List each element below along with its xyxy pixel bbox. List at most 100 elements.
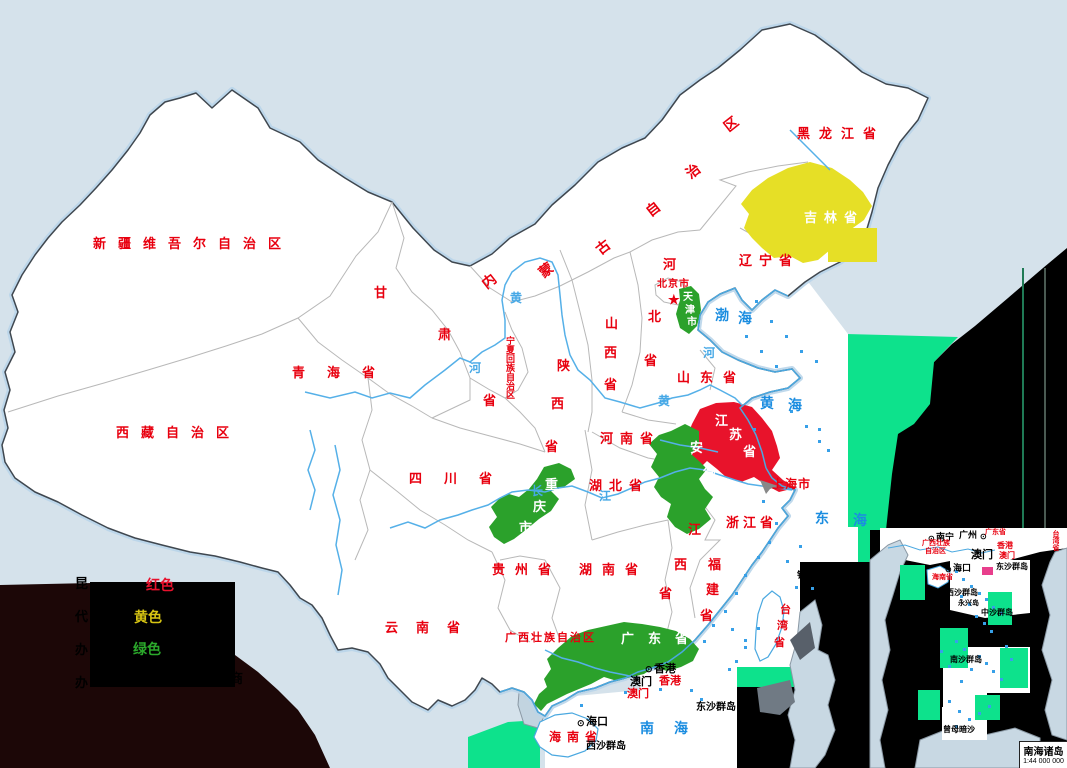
inset-label-guangxi-1: 广西壮族 (922, 540, 950, 547)
inset-label-xisha: 西沙群岛 (946, 588, 978, 597)
legend-green-label: 绿色 (133, 641, 161, 657)
label-beijing: 北京市 (657, 279, 690, 290)
label-macau-red: 澳门 (627, 688, 649, 700)
label-chiwei: 赤尾屿 (839, 568, 867, 578)
label-fujian-1: 福 (708, 557, 722, 572)
label-fujian-3: 省 (700, 608, 714, 623)
legend-yellow-label: 黄色 (134, 609, 162, 625)
south-china-sea-inset (869, 528, 1067, 768)
inset-top-white (880, 528, 1067, 565)
label-yunnan: 云南省 (385, 620, 479, 635)
green-patch-bottom (468, 720, 540, 768)
label-jiangsu-2: 苏 (729, 427, 743, 442)
label-bohai-1: 渤 (715, 307, 729, 323)
label-heilongjiang: 黑龙江省 (797, 126, 886, 141)
label-huanghai-2: 海 (788, 397, 802, 413)
rivers (304, 129, 831, 679)
province-chongqing-fill (489, 463, 575, 544)
inset-guangzhou-ring-icon: ⊙ (980, 532, 987, 541)
inset-haikou-ring-icon: ⊙ (945, 565, 952, 574)
inset-scale-title: 南海诸岛 (1023, 747, 1064, 758)
inset-label-yongxing: 永兴岛 (958, 600, 979, 607)
label-changjiang-2: 江 (599, 489, 612, 503)
beijing-star-icon: ★ (668, 292, 680, 307)
label-huanghe-1: 黄 (510, 291, 523, 305)
legend-row2-fragment: 代 (75, 609, 89, 624)
inset-label-hongkong: 香港 (997, 541, 1013, 550)
inset-label-nanning: 南宁 (936, 532, 955, 542)
label-anhui-1: 安 (690, 440, 704, 455)
label-tianjin-2: 津 (685, 305, 695, 316)
label-zhejiang: 浙江省 (726, 515, 778, 530)
label-shanghai: 上海市 (772, 477, 812, 491)
label-hubei: 湖北省 (589, 478, 650, 493)
province-jiangsu-fill (687, 402, 795, 492)
label-hongkong-black: 香港 (654, 663, 676, 675)
label-changjiang-1: 长 (531, 484, 544, 498)
inset-island-dots (940, 570, 1013, 728)
label-huanghe-2: 河 (469, 361, 482, 375)
label-hebei-1: 河 (663, 257, 677, 272)
black-region-right (866, 248, 1067, 768)
label-jiangxi-1: 江 (688, 522, 702, 537)
label-taiwan-2: 湾 (777, 620, 788, 632)
inset-label-dongsha: 东沙群岛 (996, 562, 1028, 571)
inset-pink-patch (982, 567, 993, 575)
label-anhui-3: 省 (713, 490, 727, 505)
blue-coastlines (499, 287, 802, 717)
label-anhui-2: 徽 (703, 467, 717, 482)
legend-row4-fragment-right: 商 (230, 671, 244, 686)
green-line-1 (1022, 268, 1024, 530)
taiwan-island (754, 590, 785, 662)
label-xinjiang: 新疆维吾尔自治区 (93, 236, 294, 251)
inset-label-zhongsha: 中沙群岛 (981, 608, 1013, 617)
inset-label-macau-black: 澳门 (971, 549, 993, 561)
inset-label-hainan: 海南省 (932, 574, 953, 581)
inset-nanning-ring-icon: ⊙ (928, 534, 935, 543)
inset-label-haikou: 海口 (953, 563, 972, 573)
haikou-ring-icon: ⊙ (577, 718, 585, 728)
label-ningxia: 宁夏回族自治区 (505, 336, 515, 399)
hainan-island (533, 712, 599, 758)
label-chongqing-2: 庆 (533, 499, 547, 514)
inset-scale-box: 南海诸岛 1:44 000 000 (1019, 741, 1067, 768)
label-shanxi-3: 省 (604, 377, 618, 392)
label-fujian-2: 建 (706, 582, 720, 597)
label-huanghai-1: 黄 (760, 395, 774, 411)
province-guangdong-fill (534, 622, 699, 711)
label-guizhou: 贵州省 (492, 562, 562, 577)
label-shanxi-2: 西 (604, 345, 618, 360)
shanghai-arrow (760, 480, 778, 494)
label-bohai-2: 海 (738, 310, 752, 326)
label-shaanxi-1: 陕 (557, 358, 571, 373)
inset-label-guangxi-2: 自治区 (925, 548, 946, 555)
label-gansu-2: 肃 (438, 327, 452, 342)
label-sichuan: 四川省 (409, 471, 515, 486)
label-hebei-3: 省 (644, 353, 658, 368)
label-jilin: 吉林省 (804, 210, 865, 225)
inset-scale-value: 1:44 000 000 (1023, 758, 1064, 765)
label-gansu-1: 甘 (374, 285, 388, 300)
province-anhui-fill (649, 424, 713, 534)
label-shandong: 山东省 (677, 370, 747, 385)
legend-row1-fragment: 昆 (75, 576, 89, 591)
label-hainan: 海南省 (549, 730, 604, 744)
label-guangdong: 广东省 (621, 631, 703, 646)
label-jiangsu-3: 省 (743, 444, 757, 459)
label-hebei-2: 北 (648, 309, 662, 324)
inset-coastline (887, 544, 996, 554)
label-liaoning: 辽宁省 (739, 253, 800, 268)
label-huanghe-4: 河 (703, 346, 716, 360)
green-line-2 (1044, 268, 1046, 530)
inset-label-taiwan: 台湾省 (1052, 530, 1059, 551)
label-guangxi: 广西壮族自治区 (505, 632, 596, 644)
label-chongqing-3: 市 (519, 520, 533, 535)
label-xizang: 西藏自治区 (116, 425, 242, 440)
legend-red-label: 红色 (146, 577, 174, 593)
label-macau-black: 澳门 (630, 676, 652, 688)
label-xisha-main: 西沙群岛 (586, 741, 626, 752)
label-shanxi-1: 山 (605, 316, 619, 331)
label-dongsha: 东沙群岛 (696, 702, 736, 713)
label-taiwan-3: 省 (774, 637, 785, 649)
